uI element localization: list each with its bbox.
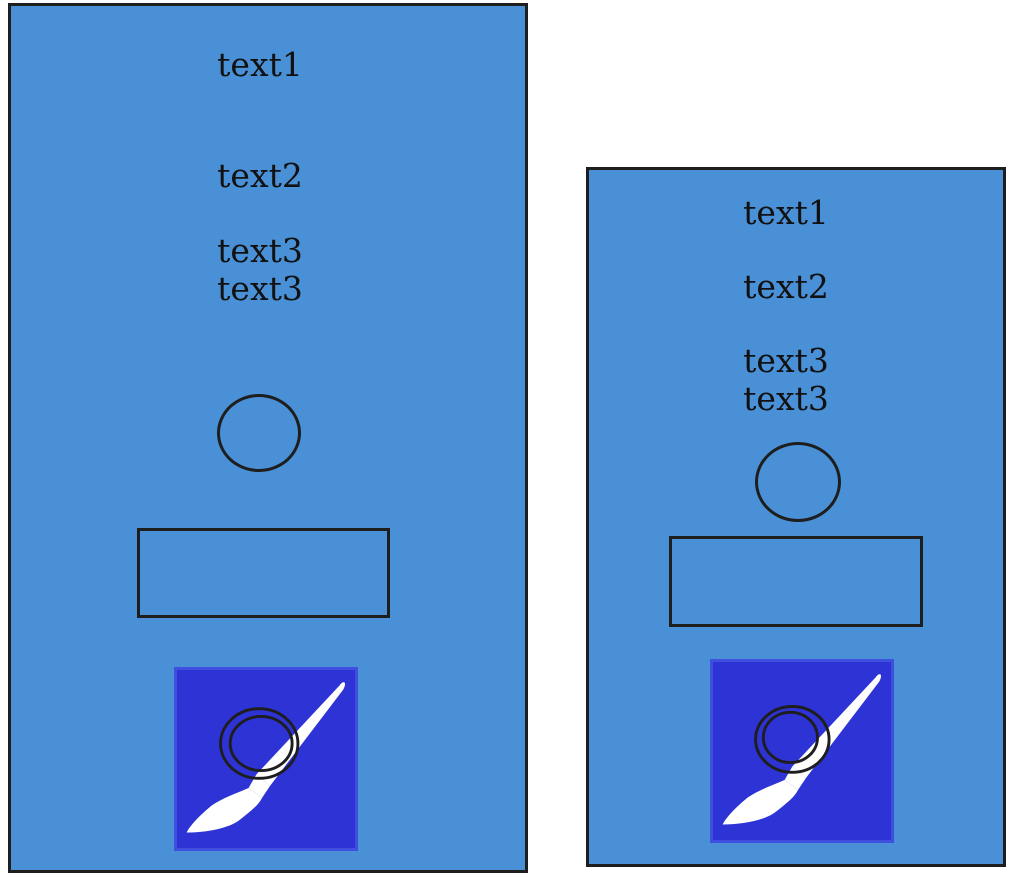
paintbrush-icon-graphic — [186, 682, 345, 833]
text3-label-line1: text3 — [217, 231, 303, 270]
text3-label-line1: text3 — [743, 341, 829, 380]
paintbrush-icon-graphic — [722, 674, 881, 825]
rectangle-shape — [137, 528, 390, 618]
text1-label: text1 — [217, 45, 303, 84]
panel-right: text1 text2 text3 text3 — [586, 167, 1006, 867]
paintbrush-icon — [710, 659, 894, 843]
text3-label-line2: text3 — [743, 379, 829, 418]
circle-shape — [755, 442, 841, 522]
rectangle-shape — [669, 536, 923, 627]
text2-label: text2 — [217, 156, 303, 195]
panel-left: text1 text2 text3 text3 — [8, 3, 528, 873]
paintbrush-icon — [174, 667, 358, 851]
text1-label: text1 — [743, 193, 829, 232]
circle-shape — [217, 394, 301, 472]
text2-label: text2 — [743, 267, 829, 306]
text3-label-line2: text3 — [217, 269, 303, 308]
